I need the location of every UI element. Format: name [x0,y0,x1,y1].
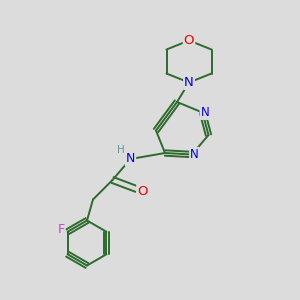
Text: F: F [57,223,64,236]
Text: N: N [126,152,135,166]
Text: O: O [137,185,148,198]
Text: N: N [190,148,199,161]
Text: N: N [200,106,209,119]
Text: N: N [184,76,194,89]
Text: H: H [117,145,125,155]
Text: O: O [184,34,194,47]
